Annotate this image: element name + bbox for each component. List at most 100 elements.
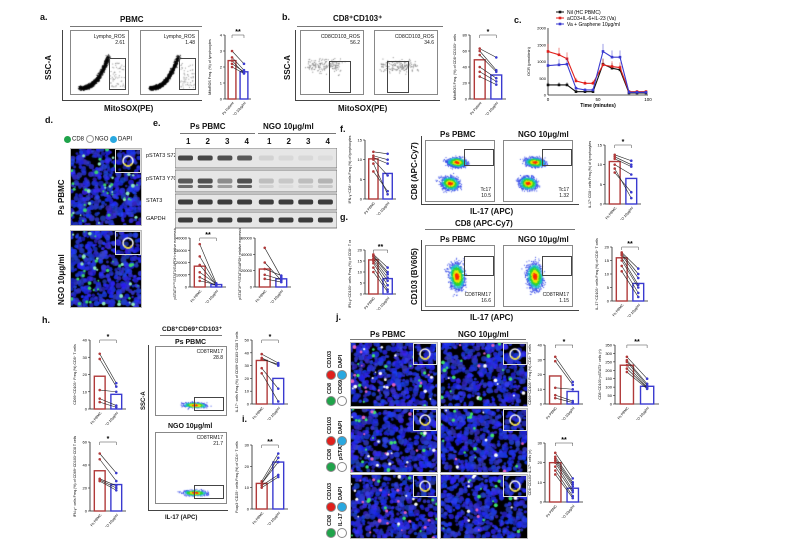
significance-label: * xyxy=(107,436,110,443)
data-point xyxy=(230,56,234,59)
stain-dot-icon xyxy=(326,396,336,406)
data-point xyxy=(574,90,578,93)
panel-a-yaxis: SSC-A xyxy=(44,55,53,80)
panel-b-label: b. xyxy=(282,12,290,22)
flow-plot: CD8TRM17 1.15 xyxy=(503,245,573,307)
y-tick-label: 30 xyxy=(538,357,543,362)
legend-marker xyxy=(558,10,562,14)
data-point xyxy=(613,167,617,170)
data-point xyxy=(372,162,375,165)
data-point xyxy=(591,90,595,93)
category-label: NGO 10μg/ml xyxy=(624,303,641,317)
y-tick-label: 20 xyxy=(83,486,88,491)
data-point xyxy=(613,157,617,161)
category-label: Ps PBMC xyxy=(545,504,558,518)
data-point xyxy=(372,150,375,154)
panel-g-xaxis: IL-17 (APC) xyxy=(470,313,514,322)
data-point xyxy=(629,159,633,163)
protein-band xyxy=(317,199,333,205)
y-tick-label: 3 xyxy=(220,49,223,54)
paired-line xyxy=(261,358,279,365)
data-point xyxy=(553,465,557,468)
data-point xyxy=(553,451,557,455)
y-tick-label: 5 xyxy=(360,281,363,286)
flow-plot: CD8TRM17 28.8 xyxy=(155,346,227,416)
category-label: NGO 10μg/ml xyxy=(202,289,219,303)
x-tick-label: 50 xyxy=(595,97,601,102)
paired-line xyxy=(621,253,639,275)
data-point xyxy=(645,377,649,381)
paired-line xyxy=(373,151,388,155)
data-point xyxy=(629,190,633,194)
bar xyxy=(110,393,123,410)
paired-line xyxy=(621,271,639,298)
gate-value: 10.5 xyxy=(481,193,491,199)
paired-line xyxy=(626,361,648,386)
group-label: NGO 10μg/ml xyxy=(263,122,314,131)
paired-line xyxy=(555,460,573,487)
panel-a-xaxis: MitoSOX(PE) xyxy=(104,104,154,113)
blot-row-label: STAT3 xyxy=(146,198,163,204)
significance-bracket xyxy=(261,339,279,343)
data-point xyxy=(276,452,280,455)
data-point xyxy=(263,261,267,264)
protein-band xyxy=(197,185,213,188)
data-point xyxy=(636,291,640,295)
stain-dot-icon xyxy=(337,396,347,406)
inset-image xyxy=(115,149,141,173)
data-point xyxy=(565,83,569,87)
data-point xyxy=(98,357,102,361)
data-point xyxy=(601,50,605,53)
paired-line xyxy=(614,172,632,193)
y-tick-label: 20000 xyxy=(176,260,188,265)
y-tick-label: 0 xyxy=(220,97,223,102)
paired-line xyxy=(199,256,217,285)
y-tick-label: 20 xyxy=(83,372,88,377)
category-label: Ps PBMC xyxy=(90,411,103,425)
data-point xyxy=(478,75,482,78)
data-point xyxy=(260,371,264,375)
protein-band xyxy=(317,217,333,223)
row-label: NGO 10μg/ml xyxy=(57,254,66,305)
series-line xyxy=(547,50,646,93)
paired-line xyxy=(261,457,279,484)
data-point xyxy=(553,469,557,472)
paired-line xyxy=(99,401,117,408)
paired-line xyxy=(231,50,245,65)
data-point xyxy=(591,81,595,85)
y-tick-label: 50 xyxy=(608,393,613,398)
blot-row-label: GAPDH xyxy=(146,216,166,222)
data-point xyxy=(620,264,624,268)
y-tick-label: 30 xyxy=(245,363,250,368)
panel-j-label: j. xyxy=(336,312,342,322)
gate-name: Tc17 xyxy=(558,187,569,193)
data-point xyxy=(386,272,389,276)
panel-d-label: d. xyxy=(45,115,53,125)
paired-line xyxy=(621,252,639,269)
data-point xyxy=(636,283,640,287)
data-point xyxy=(372,266,375,269)
y-tick-label: 40 xyxy=(245,350,250,355)
paired-line xyxy=(555,462,573,491)
panel-d-legend: CD8 NGO DAPI xyxy=(64,135,132,143)
paired-line xyxy=(479,66,497,79)
bar-chart-g-left: 0 5 10 15 20 IFN-γ⁺CD103⁺ cells Freq.(%) of C… xyxy=(348,240,396,310)
protein-band xyxy=(258,155,274,161)
data-point xyxy=(198,255,202,258)
paired-line xyxy=(555,458,573,485)
data-point xyxy=(553,461,557,464)
y-tick-label: 40000 xyxy=(241,252,253,257)
bar-chart-h3: 0 10 20 30 40 50 IL-17⁺ cells Freq.(%) of CD69… xyxy=(235,331,288,420)
y-tick-label: 20 xyxy=(245,376,250,381)
paired-line xyxy=(373,157,388,164)
significance-bracket xyxy=(199,237,217,241)
data-point xyxy=(478,65,482,69)
bar xyxy=(632,282,645,302)
gate-value: 28.8 xyxy=(213,355,223,361)
data-point xyxy=(620,256,624,260)
cond-label: NGO 10μg/ml xyxy=(518,235,569,244)
data-point xyxy=(242,72,246,75)
y-tick-label: 0 xyxy=(85,509,88,514)
y-tick-label: 0 xyxy=(247,507,250,512)
